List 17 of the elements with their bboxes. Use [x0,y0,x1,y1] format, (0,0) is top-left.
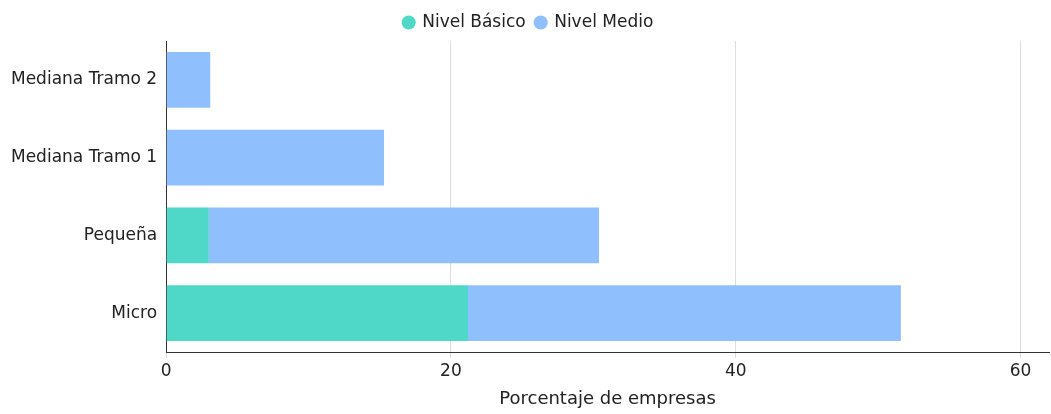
y-tick-label: Mediana Tramo 2 [10,68,158,89]
x-tick-label: 40 [724,359,747,380]
x-tick-label: 20 [440,359,462,380]
y-tick-label: Mediana Tramo 1 [10,146,158,167]
bar [208,207,600,264]
x-axis-title: Porcentaje de empresas [499,386,716,408]
bar [468,285,901,342]
legend-label: Nivel Básico [422,10,526,31]
x-tick-label: 0 [160,359,172,380]
y-tick-label: Pequeña [83,223,158,244]
bar [166,51,211,108]
legend-label: Nivel Medio [554,10,654,31]
x-tick-label: 60 [1009,359,1032,380]
bar [166,129,384,186]
y-tick-label: Micro [111,301,158,322]
bar [166,285,469,342]
bar [166,207,209,264]
